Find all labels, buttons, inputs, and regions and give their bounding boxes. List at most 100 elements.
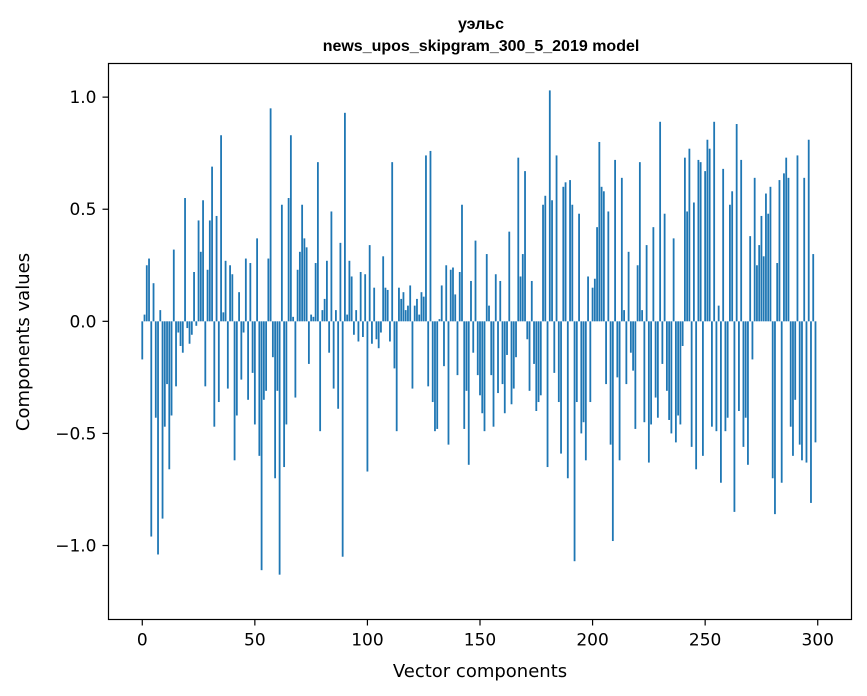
bar-285 xyxy=(783,173,785,322)
bar-87 xyxy=(337,321,340,409)
bar-188 xyxy=(564,182,567,322)
bar-203 xyxy=(598,141,601,322)
bar-134 xyxy=(443,321,445,367)
bar-217 xyxy=(629,321,632,353)
bar-66 xyxy=(289,135,292,322)
bar-237 xyxy=(674,321,677,443)
bar-118 xyxy=(407,305,409,322)
bar-20 xyxy=(186,321,189,329)
bar-4 xyxy=(150,321,153,537)
bar-30 xyxy=(208,220,211,322)
bar-41 xyxy=(233,321,236,461)
bar-154 xyxy=(488,305,490,322)
bar-179 xyxy=(544,195,547,322)
bar-202 xyxy=(596,227,598,322)
bar-291 xyxy=(796,155,799,322)
bar-225 xyxy=(647,321,650,463)
bar-79 xyxy=(319,321,322,432)
bar-277 xyxy=(765,193,767,322)
bar-168 xyxy=(519,276,522,322)
bar-249 xyxy=(702,321,704,456)
y-tick-label: −0.5 xyxy=(55,424,96,444)
bar-28 xyxy=(204,321,207,387)
bar-262 xyxy=(731,191,734,322)
bar-165 xyxy=(512,321,515,389)
bar-17 xyxy=(179,321,182,346)
bar-59 xyxy=(274,321,277,479)
bar-47 xyxy=(247,321,249,400)
bar-156 xyxy=(492,321,495,427)
bar-13 xyxy=(170,321,173,416)
bar-185 xyxy=(557,321,560,403)
bar-265 xyxy=(738,321,740,411)
bar-182 xyxy=(551,200,553,322)
bar-256 xyxy=(717,305,720,322)
bar-220 xyxy=(636,265,639,322)
bar-3 xyxy=(148,258,150,322)
bar-106 xyxy=(380,321,382,333)
bar-38 xyxy=(226,321,229,389)
x-tick-label: 150 xyxy=(464,631,496,651)
bar-138 xyxy=(452,267,454,322)
bar-2 xyxy=(145,265,148,322)
bar-194 xyxy=(578,213,580,322)
bar-240 xyxy=(681,321,684,346)
bar-97 xyxy=(359,272,362,322)
bar-117 xyxy=(404,310,407,322)
bar-45 xyxy=(242,321,245,333)
bar-123 xyxy=(418,314,421,322)
bar-175 xyxy=(535,321,538,411)
bar-245 xyxy=(692,202,695,322)
x-tick-label: 200 xyxy=(576,631,608,651)
bar-100 xyxy=(366,321,369,472)
bar-235 xyxy=(670,321,673,434)
bar-232 xyxy=(663,213,666,322)
bar-150 xyxy=(479,321,481,396)
bar-221 xyxy=(638,162,641,322)
bar-139 xyxy=(454,294,457,322)
bar-110 xyxy=(389,321,391,342)
bar-114 xyxy=(398,287,400,322)
bar-61 xyxy=(278,321,281,575)
bar-170 xyxy=(524,171,526,322)
bar-295 xyxy=(805,321,808,463)
bar-282 xyxy=(776,263,779,322)
bar-255 xyxy=(715,321,718,432)
bar-16 xyxy=(177,321,180,333)
bar-290 xyxy=(794,321,797,400)
bar-243 xyxy=(688,148,691,322)
bar-135 xyxy=(445,265,448,322)
bar-111 xyxy=(391,162,394,322)
bar-171 xyxy=(526,321,529,340)
bar-184 xyxy=(555,155,558,322)
bar-153 xyxy=(485,254,488,322)
bar-50 xyxy=(253,321,256,425)
y-axis-ticks: 1.0 0.5 0.0 −0.5 −1.0 xyxy=(55,88,109,557)
bar-5 xyxy=(152,283,155,322)
bar-112 xyxy=(393,321,396,369)
bar-218 xyxy=(632,321,634,371)
bar-181 xyxy=(548,90,551,322)
bar-193 xyxy=(575,321,578,403)
bar-167 xyxy=(517,157,520,322)
bar-280 xyxy=(771,321,774,479)
bar-83 xyxy=(328,321,331,353)
bar-147 xyxy=(472,321,475,353)
bar-227 xyxy=(652,227,655,322)
x-tick-label: 0 xyxy=(137,631,148,651)
y-axis-label: Components values xyxy=(13,253,34,431)
bar-176 xyxy=(537,321,540,403)
x-tick-label: 50 xyxy=(244,631,266,651)
bar-22 xyxy=(190,321,193,335)
bar-64 xyxy=(285,321,288,425)
bar-211 xyxy=(616,321,619,378)
bar-148 xyxy=(474,240,477,322)
bar-204 xyxy=(600,186,603,322)
bar-219 xyxy=(634,321,637,429)
bar-299 xyxy=(814,321,817,443)
bars-group xyxy=(141,90,817,575)
bar-223 xyxy=(643,321,646,423)
bar-254 xyxy=(713,121,716,322)
bar-233 xyxy=(665,321,668,391)
